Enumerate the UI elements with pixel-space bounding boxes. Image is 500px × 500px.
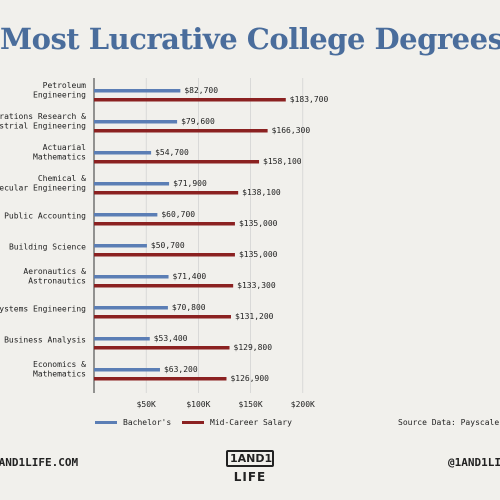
x-tick-label: $100K xyxy=(186,400,210,409)
data-label-bachelor: $50,700 xyxy=(151,241,185,250)
data-label-bachelor: $82,700 xyxy=(184,86,218,95)
logo-top-text: 1AND1 xyxy=(226,450,274,467)
category-label: Petroleum xyxy=(43,81,87,90)
bar-bachelor xyxy=(94,89,181,93)
data-label-bachelor: $71,900 xyxy=(173,179,207,188)
category-label: Astronautics xyxy=(28,277,86,286)
data-label-midcareer: $135,000 xyxy=(239,250,278,259)
bar-midcareer xyxy=(94,222,235,226)
bar-bachelor xyxy=(94,368,160,372)
data-label-bachelor: $63,200 xyxy=(164,365,198,374)
bar-bachelor xyxy=(94,306,168,310)
bar-bachelor xyxy=(94,120,178,124)
legend-label-midcareer: Mid-Career Salary xyxy=(210,418,292,427)
category-label: Actuarial xyxy=(43,143,87,152)
data-label-midcareer: $158,100 xyxy=(263,157,302,166)
data-label-midcareer: $131,200 xyxy=(235,312,274,321)
website-link[interactable]: 1AND1LIFE.COM xyxy=(0,456,79,469)
x-tick-label: $150K xyxy=(239,400,263,409)
data-label-bachelor: $53,400 xyxy=(154,334,188,343)
category-label: Mathematics xyxy=(33,370,86,379)
legend-swatch-midcareer xyxy=(182,421,204,424)
category-label: Business Analysis xyxy=(4,336,86,345)
bar-midcareer xyxy=(94,129,268,133)
category-label: Aeronautics & xyxy=(23,267,86,276)
legend-swatch-bachelor xyxy=(95,421,117,424)
data-label-midcareer: $135,000 xyxy=(239,219,278,228)
category-label: Operations Research & xyxy=(0,112,86,121)
bar-bachelor xyxy=(94,151,152,155)
bar-midcareer xyxy=(94,160,260,164)
bar-midcareer xyxy=(94,315,231,319)
data-label-bachelor: $79,600 xyxy=(181,117,215,126)
legend-label-bachelor: Bachelor's xyxy=(123,418,172,427)
logo-bottom-text: LIFE xyxy=(233,470,267,484)
data-label-bachelor: $71,400 xyxy=(173,272,207,281)
data-label-bachelor: $60,700 xyxy=(161,210,195,219)
x-tick-label: $50K xyxy=(137,400,156,409)
category-label: Systems Engineering xyxy=(0,305,86,314)
bar-bachelor xyxy=(94,213,158,217)
bar-midcareer xyxy=(94,346,230,350)
bar-midcareer xyxy=(94,253,235,257)
bar-bachelor xyxy=(94,244,147,248)
data-label-midcareer: $183,700 xyxy=(290,95,329,104)
data-label-bachelor: $70,800 xyxy=(172,303,206,312)
social-handle[interactable]: @1AND1LIFE xyxy=(448,456,500,469)
category-label: Industrial Engineering xyxy=(0,122,86,131)
legend-midcareer: Mid-Career Salary xyxy=(182,418,292,427)
data-label-midcareer: $138,100 xyxy=(242,188,281,197)
data-label-midcareer: $126,900 xyxy=(230,374,269,383)
data-label-midcareer: $166,300 xyxy=(272,126,311,135)
category-label: Public Accounting xyxy=(4,212,86,221)
bar-midcareer xyxy=(94,191,239,195)
data-label-midcareer: $133,300 xyxy=(237,281,276,290)
bar-midcareer xyxy=(94,377,227,381)
bar-bachelor xyxy=(94,275,169,279)
legend-bachelor: Bachelor's xyxy=(95,418,171,427)
category-label: Engineering xyxy=(33,91,86,100)
category-label: Economics & xyxy=(33,360,86,369)
bar-midcareer xyxy=(94,98,286,102)
category-label: Molecular Engineering xyxy=(0,184,86,193)
data-label-midcareer: $129,800 xyxy=(234,343,273,352)
brand-logo: 1AND1 LIFE xyxy=(226,450,274,484)
category-label: Chemical & xyxy=(38,174,86,183)
bar-bachelor xyxy=(94,182,170,186)
category-label: Mathematics xyxy=(33,153,86,162)
source-note: Source Data: Payscale xyxy=(398,418,500,427)
category-label: Building Science xyxy=(9,243,86,252)
data-label-bachelor: $54,700 xyxy=(155,148,189,157)
bar-bachelor xyxy=(94,337,150,341)
bar-midcareer xyxy=(94,284,234,288)
chart-title: Most Lucrative College Degrees xyxy=(0,22,500,56)
x-tick-label: $200K xyxy=(291,400,315,409)
